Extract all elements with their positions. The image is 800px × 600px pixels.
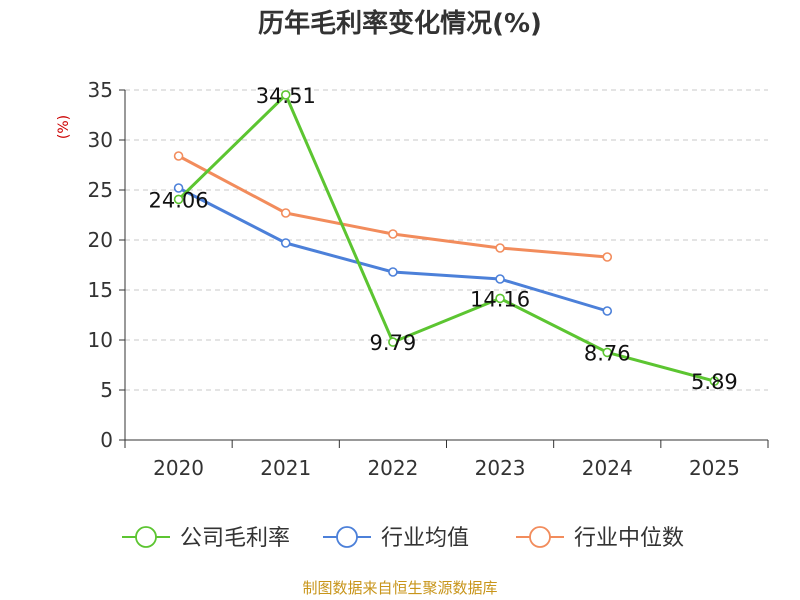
data-point[interactable]: [709, 376, 720, 386]
legend-marker: [135, 526, 157, 548]
data-label: 24.06: [149, 188, 209, 212]
series-3: [173, 151, 613, 262]
data-point[interactable]: [280, 238, 291, 248]
data-point[interactable]: [602, 306, 613, 316]
data-label: 5.89: [691, 370, 738, 394]
legend-marker: [529, 526, 551, 548]
y-tick-label: 35: [88, 78, 113, 102]
data-label: 34.51: [256, 84, 316, 108]
x-tick-label: 2022: [367, 456, 418, 480]
legend-marker: [336, 526, 358, 548]
data-point[interactable]: [173, 183, 184, 193]
source-note: 制图数据来自恒生聚源数据库: [302, 579, 497, 597]
data-point[interactable]: [602, 252, 613, 262]
series-layer: [173, 90, 720, 386]
y-tick-label: 15: [88, 278, 113, 302]
series-line: [177, 154, 608, 259]
data-point[interactable]: [173, 194, 184, 205]
y-tick-label: 30: [88, 128, 113, 152]
legend-item[interactable]: 行业中位数: [516, 526, 684, 551]
gridlines: [125, 89, 768, 391]
data-point[interactable]: [388, 337, 398, 347]
legend-label: 公司毛利率: [180, 526, 290, 551]
data-point[interactable]: [388, 229, 398, 239]
data-point[interactable]: [495, 274, 505, 284]
data-point[interactable]: [280, 90, 291, 100]
x-tick-label: 2021: [260, 456, 311, 480]
data-label: 14.16: [470, 287, 530, 311]
series-2: [173, 183, 613, 316]
data-point[interactable]: [388, 267, 398, 277]
legend-item[interactable]: 公司毛利率: [122, 526, 290, 551]
data-point[interactable]: [495, 243, 505, 253]
legend-label: 行业中位数: [574, 526, 684, 551]
data-point[interactable]: [495, 293, 505, 304]
x-tick-label: 2020: [153, 456, 204, 480]
x-tick-label: 2024: [582, 456, 633, 480]
y-tick-label: 10: [88, 328, 113, 352]
data-point[interactable]: [280, 208, 291, 218]
data-labels: 24.06 34.51 9.79 14.16 8.76 5.89: [149, 84, 738, 394]
y-axis-ticks: 0 5 10 15 20 25 30 35: [88, 78, 113, 452]
legend-item[interactable]: 行业均值: [323, 526, 469, 551]
legend-label: 行业均值: [381, 526, 469, 551]
y-axis-label: (%): [56, 115, 72, 139]
y-tick-label: 25: [88, 178, 113, 202]
series-1: [173, 90, 720, 386]
chart-title: 历年毛利率变化情况(%): [258, 8, 542, 39]
series-line: [177, 186, 608, 313]
legend[interactable]: 公司毛利率 行业均值 行业中位数: [122, 526, 684, 551]
data-point[interactable]: [602, 347, 613, 358]
y-tick-label: 0: [100, 428, 113, 452]
x-tick-label: 2023: [475, 456, 526, 480]
x-axis-ticks: 2020 2021 2022 2023 2024 2025: [153, 456, 740, 480]
axes: [119, 89, 769, 448]
data-label: 9.79: [370, 331, 417, 355]
data-point[interactable]: [173, 151, 184, 161]
series-line: [177, 93, 715, 383]
data-label: 8.76: [584, 341, 631, 365]
y-tick-label: 20: [88, 228, 113, 252]
x-tick-label: 2025: [689, 456, 740, 480]
y-tick-label: 5: [100, 378, 113, 402]
